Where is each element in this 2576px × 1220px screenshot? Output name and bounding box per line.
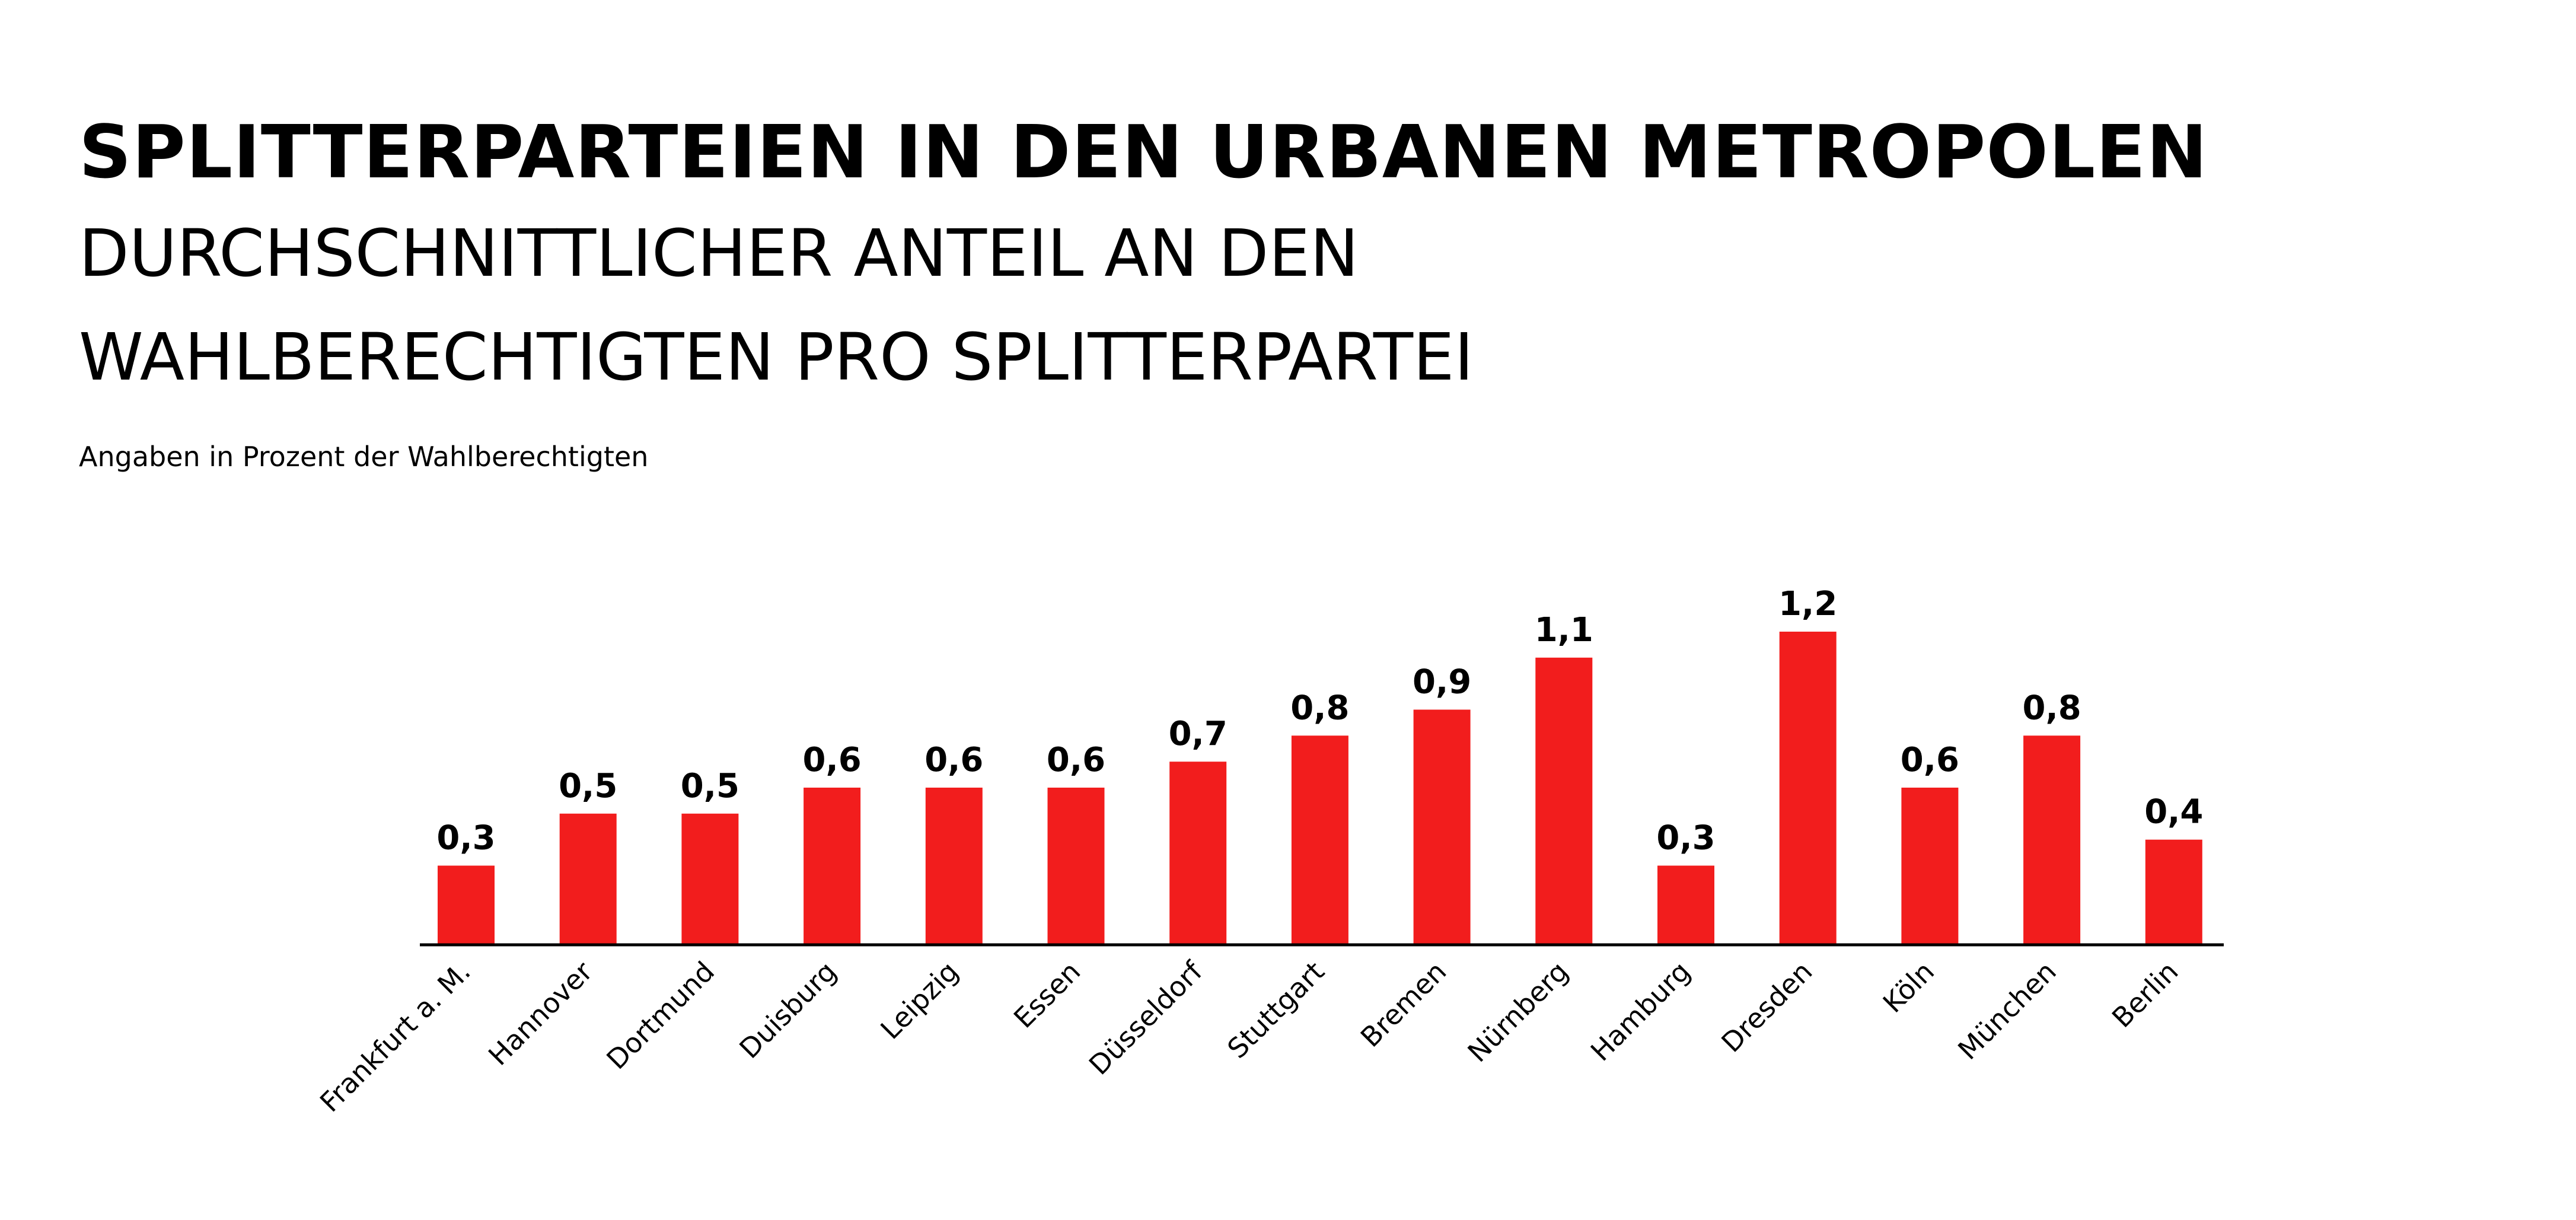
chart-title: SPLITTERPARTEIEN IN DEN URBANEN METROPOL… [79,110,2208,195]
x-tick-label: Nürnberg [1461,955,1574,1069]
x-tick-label: Essen [1008,955,1086,1034]
x-tick-label: Bremen [1354,955,1452,1053]
x-tick-label: Berlin [2106,955,2185,1034]
data-label: 1,2 [1778,585,1837,623]
data-label: 0,8 [1290,689,1349,727]
x-tick-label: Frankfurt a. M. [314,955,477,1119]
data-label: 0,6 [924,741,983,779]
bar [1535,657,1593,944]
data-label: 0,4 [2144,793,2203,832]
bar [804,788,861,944]
subtitle-line-2: WAHLBERECHTIGTEN PRO SPLITTERPARTEI [79,319,1474,395]
x-tick-label: Leipzig [874,955,964,1046]
chart-subtitle: DURCHSCHNITTLICHER ANTEIL AN DEN WAHLBER… [79,202,1474,409]
data-label: 0,6 [1047,741,1105,779]
bar [2023,735,2081,944]
x-tick-label: Dresden [1715,955,1818,1059]
subtitle-line-1: DURCHSCHNITTLICHER ANTEIL AN DEN [79,215,1359,291]
bar [559,813,617,944]
bar [438,865,495,944]
x-tick-label: Düsseldorf [1083,954,1209,1081]
bar [1413,709,1471,944]
data-label: 0,6 [802,741,861,779]
x-tick-label: Köln [1877,955,1940,1019]
data-label: 0,3 [436,819,495,858]
bar [1291,735,1348,944]
data-label: 0,6 [1901,741,1959,779]
bar [1169,762,1227,944]
bar [1901,788,1959,944]
x-tick-label: Dortmund [600,955,720,1076]
bar [1779,632,1837,944]
data-label: 0,8 [2022,689,2081,727]
data-label: 1,1 [1535,611,1593,649]
x-tick-label: Stuttgart [1221,955,1330,1065]
bar [681,813,739,944]
data-label: 0,9 [1413,663,1471,702]
bar [925,788,983,944]
data-label: 0,5 [559,767,617,805]
data-label: 0,3 [1656,819,1715,858]
data-label: 0,7 [1169,715,1228,753]
x-tick-label: Hamburg [1585,955,1697,1068]
x-tick-label: Duisburg [733,955,843,1065]
bar [1047,788,1105,944]
unit-note: Angaben in Prozent der Wahlberechtigten [79,441,649,473]
bar [1657,865,1714,944]
x-tick-label: Hannover [482,955,598,1072]
bar [2145,839,2202,944]
x-tick-label: München [1952,955,2062,1066]
data-label: 0,5 [681,767,739,805]
